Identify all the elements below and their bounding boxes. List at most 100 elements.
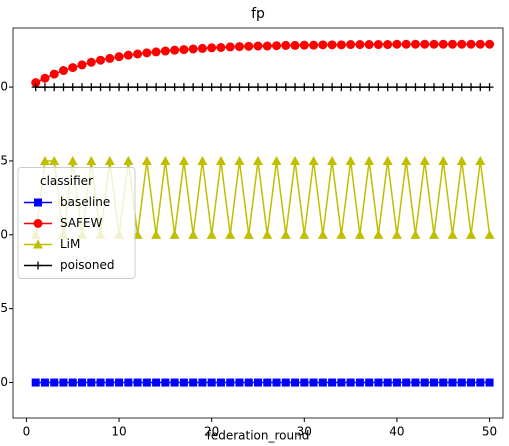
data-point (207, 43, 217, 53)
data-point (383, 378, 392, 387)
data-point (105, 378, 114, 387)
data-point (272, 378, 281, 387)
data-point (411, 378, 420, 387)
data-point (364, 40, 374, 50)
y-tick-label: 2.5 (0, 301, 8, 315)
data-point (272, 83, 281, 92)
legend-marker (34, 261, 42, 270)
legend-label: LiM (60, 237, 80, 251)
data-point (448, 378, 457, 387)
data-point (429, 378, 438, 387)
data-point (401, 155, 412, 165)
data-point (420, 83, 429, 92)
data-point (447, 229, 458, 239)
x-tick-label: 30 (297, 425, 312, 439)
data-point (374, 83, 383, 92)
data-point (281, 83, 290, 92)
legend-marker (34, 198, 42, 207)
data-point (160, 155, 171, 165)
data-point (346, 40, 356, 50)
data-point (49, 155, 60, 165)
data-point (383, 40, 393, 50)
data-point (235, 378, 244, 387)
data-point (226, 378, 235, 387)
data-point (309, 40, 319, 50)
x-axis-label: federation_round (207, 429, 310, 443)
legend-marker (33, 219, 43, 228)
data-point (484, 229, 495, 239)
data-point (475, 155, 486, 165)
data-point (49, 69, 59, 79)
data-point (411, 83, 420, 92)
data-point (337, 378, 346, 387)
x-tick-label: 20 (204, 425, 219, 439)
data-point (439, 83, 448, 92)
data-point (328, 83, 337, 92)
data-point (244, 378, 253, 387)
data-point (392, 83, 401, 92)
data-point (152, 83, 161, 92)
data-point (225, 42, 235, 52)
data-point (373, 40, 383, 50)
chart-title: fp (251, 6, 265, 22)
series-line (35, 43, 490, 84)
data-point (328, 378, 337, 387)
data-point (337, 83, 346, 92)
data-point (87, 83, 96, 92)
data-point (133, 49, 143, 59)
data-point (382, 155, 393, 165)
data-point (318, 378, 327, 387)
data-point (318, 40, 328, 50)
data-point (31, 378, 40, 387)
data-point (151, 47, 161, 57)
data-point (253, 41, 263, 51)
data-point (31, 78, 41, 88)
data-point (354, 229, 365, 239)
data-point (263, 378, 272, 387)
data-point (179, 378, 188, 387)
data-point (235, 83, 244, 92)
data-point (133, 378, 142, 387)
data-point (31, 83, 40, 92)
y-tick-label: 10.0 (0, 80, 8, 94)
data-point (225, 229, 236, 239)
data-point (39, 155, 50, 165)
data-point (410, 229, 421, 239)
data-point (151, 229, 162, 239)
data-point (77, 60, 87, 70)
data-point (142, 48, 152, 58)
data-point (429, 83, 438, 92)
data-point (383, 83, 392, 92)
data-point (281, 40, 291, 50)
data-point (438, 155, 449, 165)
data-point (392, 39, 402, 49)
data-point (216, 43, 226, 52)
data-point (96, 55, 106, 65)
data-point (309, 83, 318, 92)
data-point (485, 83, 494, 92)
data-point (141, 155, 152, 165)
data-point (253, 155, 263, 165)
y-tick-label: 0.0 (0, 375, 8, 389)
data-point (40, 83, 49, 92)
data-point (123, 50, 133, 60)
data-point (105, 83, 114, 92)
data-point (475, 39, 485, 49)
data-point (198, 378, 207, 387)
data-point (59, 378, 68, 387)
data-point (476, 83, 485, 92)
data-point (68, 83, 77, 92)
data-point (86, 57, 96, 67)
data-point (439, 378, 448, 387)
data-point (374, 378, 383, 387)
data-point (226, 83, 235, 92)
data-point (142, 378, 151, 387)
data-point (355, 83, 364, 92)
data-point (105, 53, 115, 63)
data-point (234, 155, 245, 165)
data-point (291, 83, 300, 92)
data-point (300, 378, 309, 387)
data-point (466, 229, 477, 239)
data-point (420, 378, 429, 387)
data-point (345, 155, 356, 165)
